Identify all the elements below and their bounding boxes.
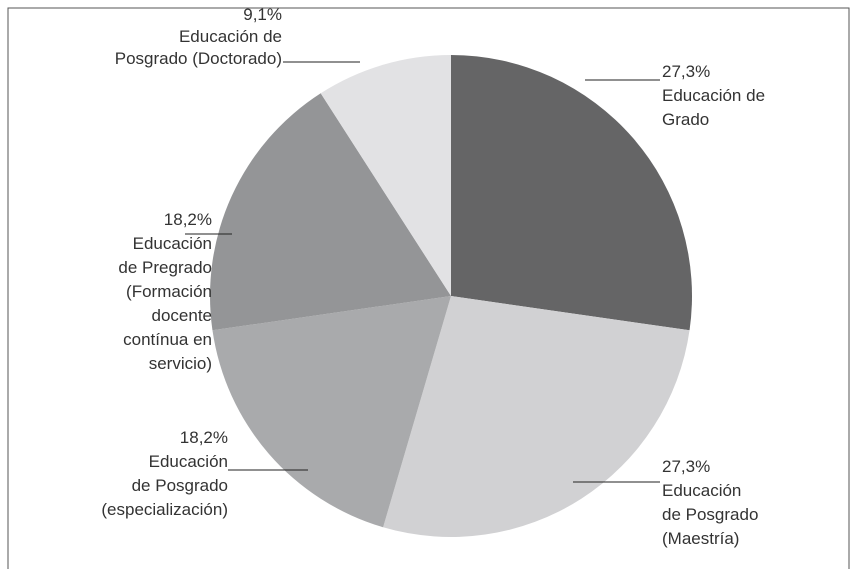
pie-slice xyxy=(212,296,451,528)
frame xyxy=(7,7,850,569)
category-label: Educación de Pregrado (Formación docente… xyxy=(118,234,212,373)
pie-slice xyxy=(210,93,451,331)
category-label: Educación de Posgrado (Maestría) xyxy=(662,481,759,548)
pie-slice xyxy=(383,296,690,538)
pie-slice xyxy=(451,55,692,331)
category-label: Educación de Grado xyxy=(662,86,766,129)
slices xyxy=(210,55,692,538)
slice-label: 27,3% Educación de Posgrado (Maestría) xyxy=(662,455,758,551)
slice-label: 18,2% Educación de Pregrado (Formación do… xyxy=(118,208,212,376)
value-label: 27,3% xyxy=(662,62,711,81)
category-label: Educación de Posgrado (especialización) xyxy=(101,452,228,519)
leader-lines xyxy=(185,61,660,483)
slice-label: 27,3% Educación de Grado xyxy=(662,60,765,132)
slice-label: 9,1% Educación de Posgrado (Doctorado) xyxy=(115,4,282,70)
value-label: 27,3% xyxy=(662,457,711,476)
slice-label: 18,2% Educación de Posgrado (especializac… xyxy=(101,426,228,522)
value-label: 18,2% xyxy=(163,210,212,229)
value-label: 18,2% xyxy=(179,428,228,447)
pie-slice xyxy=(320,55,451,296)
category-label: Educación de Posgrado (Doctorado) xyxy=(114,27,282,68)
value-label: 9,1% xyxy=(243,5,282,24)
